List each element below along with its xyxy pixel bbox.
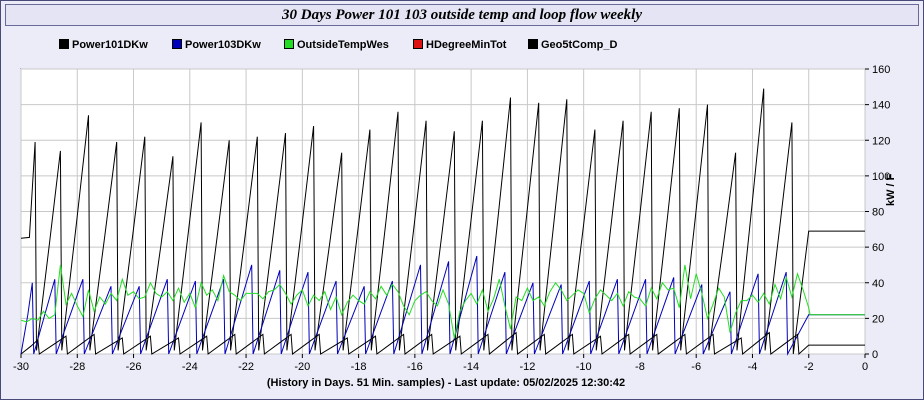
x-tick-label: -12 — [519, 361, 535, 373]
legend-label-power103: Power103DKw — [185, 39, 261, 51]
x-tick-label: -20 — [294, 361, 310, 373]
series-line-geo5tcomp_d — [20, 331, 865, 356]
x-axis-ticks: -30 -28 -26 -24 -22 -20 -18 -16 -14 -12 -10 -8 -6 -4-… — [13, 354, 868, 373]
x-tick-label: -26 — [126, 361, 142, 373]
y-tick-label: 80 — [872, 207, 884, 219]
legend-item-geo5tcomp: Geo5tComp_D — [528, 39, 617, 51]
series-line-outsidetempwes — [20, 264, 865, 339]
x-tick-label: -4 — [748, 361, 758, 373]
series-line-power101dkw — [20, 88, 865, 355]
y-tick-label: 100 — [872, 171, 890, 183]
legend-item-power101: Power101DKw — [59, 39, 148, 51]
y-axis-label: kW / F — [885, 173, 897, 206]
legend-swatch-power101 — [59, 39, 69, 50]
x-tick-label: -16 — [407, 361, 423, 373]
legend-swatch-geo5tcomp — [528, 39, 538, 50]
y-tick-label: 20 — [872, 313, 884, 325]
legend-swatch-outsidetemp — [284, 39, 294, 50]
x-tick-label: -2 — [804, 361, 814, 373]
legend-label-geo5tcomp: Geo5tComp_D — [541, 39, 618, 51]
y-tick-label: 140 — [872, 100, 890, 112]
series-line-power103dkw — [20, 255, 865, 356]
grid — [20, 68, 866, 355]
x-tick-label: -30 — [13, 361, 29, 373]
x-tick-label: -24 — [182, 361, 198, 373]
y-tick-label: 40 — [872, 278, 884, 290]
series-lines — [20, 88, 865, 356]
chart-title: 30 Days Power 101 103 outside temp and l… — [5, 4, 919, 26]
x-axis-footer: (History in Days. 51 Min. samples) - Las… — [266, 377, 626, 389]
x-tick-label: -18 — [351, 361, 367, 373]
y-tick-label: 160 — [872, 64, 890, 76]
y-tick-label: 120 — [872, 135, 890, 147]
y-tick-label: 0 — [872, 349, 878, 361]
legend-item-outsidetemp: OutsideTempWes — [284, 39, 389, 51]
x-tick-label: -10 — [576, 361, 592, 373]
legend-label-outsidetemp: OutsideTempWes — [297, 39, 389, 51]
x-tick-label: -6 — [691, 361, 701, 373]
x-tick-label: -28 — [69, 361, 85, 373]
legend-swatch-power103 — [172, 39, 182, 50]
x-tick-label: -22 — [238, 361, 254, 373]
x-tick-label: 0 — [862, 361, 868, 373]
legend-swatch-hdegree — [413, 39, 423, 50]
legend-label-power101: Power101DKw — [72, 39, 148, 51]
legend-item-power103: Power103DKw — [172, 39, 261, 51]
x-tick-label: -8 — [635, 361, 645, 373]
y-tick-label: 60 — [872, 242, 884, 254]
x-tick-label: -14 — [463, 361, 479, 373]
y-axis-ticks: 0 20 40 60 80 100 120 140 160 — [865, 64, 890, 361]
legend-label-hdegree: HDegreeMinTot — [426, 39, 507, 51]
legend-item-hdegree: HDegreeMinTot — [413, 39, 506, 51]
